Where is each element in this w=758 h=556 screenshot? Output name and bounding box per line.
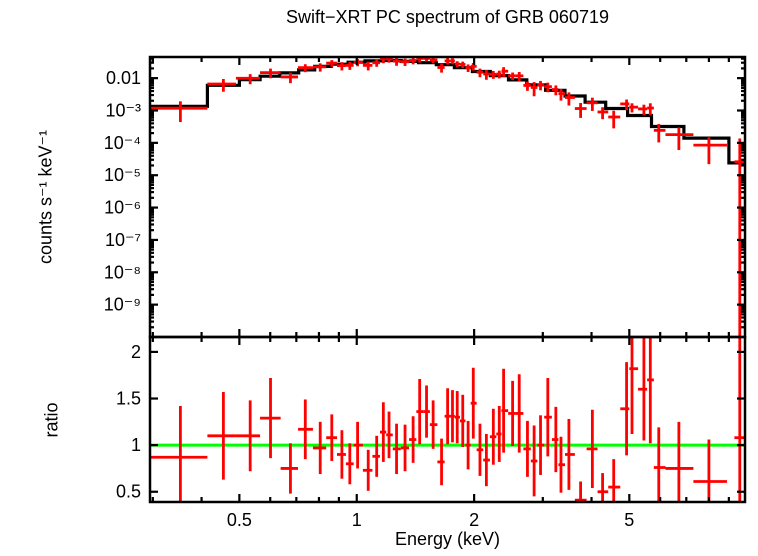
y-tick-label-counts: 10⁻⁵ — [104, 165, 141, 185]
x-tick-label: 2 — [469, 510, 479, 530]
x-axis-label: Energy (keV) — [394, 529, 501, 549]
y-tick-label-counts: 10⁻⁶ — [104, 198, 141, 218]
spectrum-panel — [150, 57, 745, 337]
y-tick-label-ratio: 0.5 — [116, 482, 141, 502]
x-tick-label: 0.5 — [227, 510, 252, 530]
ratio-data-points — [150, 337, 745, 502]
ratio-frame — [148, 335, 747, 504]
y-tick-label-counts: 0.01 — [106, 68, 141, 88]
y-tick-label-counts: 10⁻⁸ — [104, 262, 141, 282]
y-tick-label-counts: 10⁻³ — [105, 100, 141, 120]
ratio-panel — [150, 337, 745, 502]
y-tick-label-ratio: 1 — [131, 435, 141, 455]
axes: 0.01 10⁻³ 10⁻⁴ 10⁻⁵ 10⁻⁶ 10⁻⁷ 10⁻⁸ 10⁻⁹ 0.5 1 1.5 2… — [104, 55, 747, 530]
y-tick-label-counts: 10⁻⁷ — [105, 230, 141, 250]
y-tick-label-ratio: 2 — [131, 342, 141, 362]
x-tick-label: 5 — [624, 510, 634, 530]
x-tick-label: 1 — [352, 510, 362, 530]
y-tick-label-counts: 10⁻⁹ — [104, 295, 141, 315]
chart-title: Swift−XRT PC spectrum of GRB 060719 — [286, 7, 609, 27]
spectrum-frame — [148, 55, 747, 339]
y-tick-label-counts: 10⁻⁴ — [104, 133, 141, 153]
model-line — [150, 58, 745, 165]
spectrum-data-points — [150, 57, 745, 337]
y-tick-label-ratio: 1.5 — [116, 389, 141, 409]
